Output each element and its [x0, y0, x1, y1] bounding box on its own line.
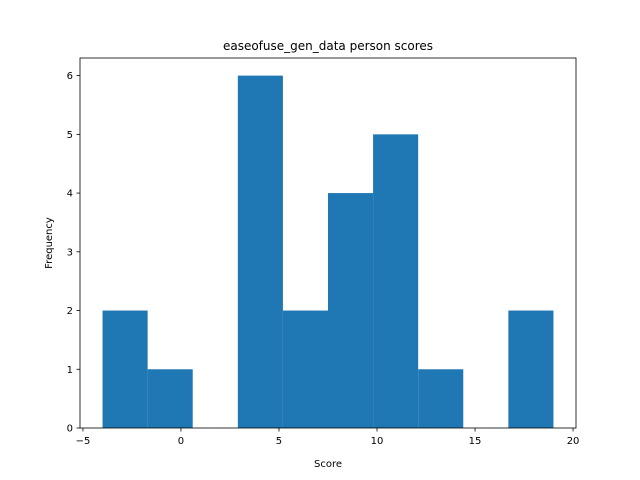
y-tick-label: 6	[67, 71, 73, 82]
histogram-bar-1	[147, 369, 193, 428]
x-tick-label: 15	[469, 436, 482, 447]
histogram-bar-4	[282, 310, 328, 428]
y-tick-label: 3	[67, 247, 73, 258]
x-tick-label: 0	[178, 436, 184, 447]
x-tick-label: 20	[567, 436, 580, 447]
y-tick-label: 4	[67, 189, 73, 200]
bars-group	[102, 75, 554, 428]
histogram-bar-9	[508, 310, 554, 428]
histogram-bar-7	[418, 369, 464, 428]
x-axis-label: Score	[314, 459, 342, 470]
histogram-bar-3	[237, 75, 283, 428]
x-axis-ticks: −5 0 5 10 15 20	[76, 428, 580, 447]
y-tick-label: 1	[67, 365, 73, 376]
histogram-bar-5	[328, 193, 374, 428]
plot-frame	[79, 57, 577, 429]
x-tick-label: −5	[76, 436, 91, 447]
y-tick-label: 2	[67, 306, 73, 317]
x-tick-label: 5	[276, 436, 282, 447]
y-tick-label: 0	[67, 424, 73, 435]
histogram-bar-0	[102, 310, 148, 428]
histogram-bar-6	[373, 134, 419, 428]
y-tick-label: 5	[67, 130, 73, 141]
x-tick-label: 10	[371, 436, 384, 447]
y-axis-ticks: 0 1 2 3 4 5 6	[67, 71, 80, 435]
chart-title: easeofuse_gen_data person scores	[223, 39, 433, 53]
y-axis-label: Frequency	[44, 217, 55, 269]
